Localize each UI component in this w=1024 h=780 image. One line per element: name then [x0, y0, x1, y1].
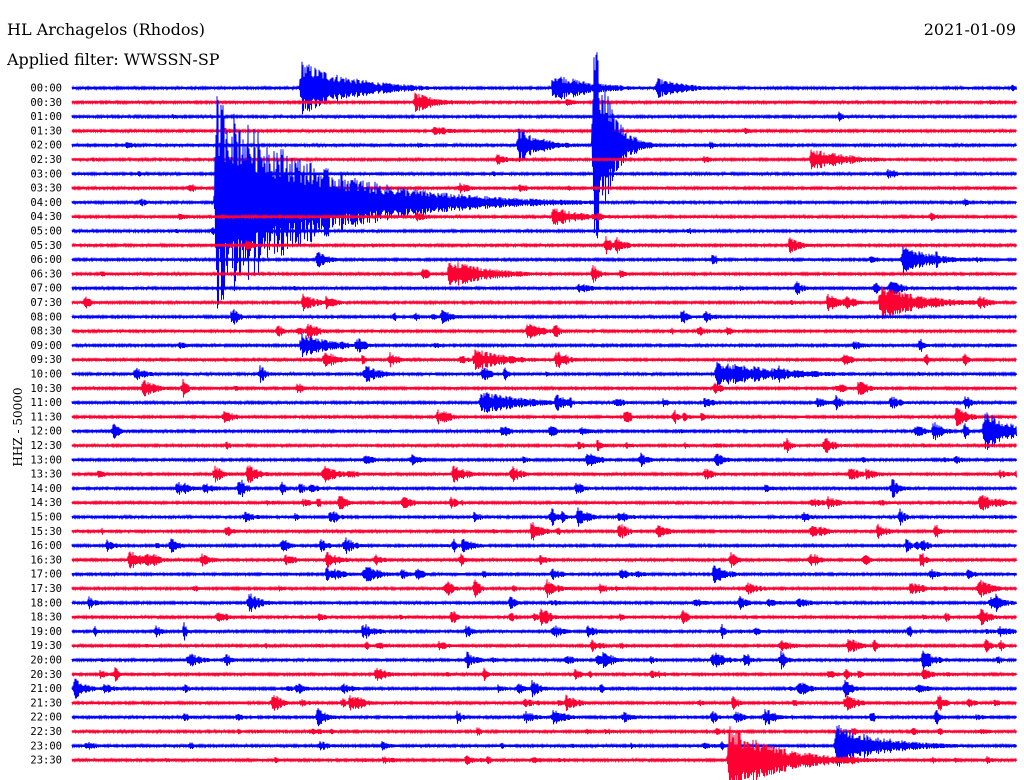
time-label: 06:30	[30, 268, 62, 280]
time-label: 10:00	[30, 369, 62, 381]
time-label: 11:30	[30, 411, 62, 423]
time-label: 02:30	[30, 154, 62, 166]
time-label: 03:30	[30, 183, 62, 195]
time-label: 22:30	[30, 726, 62, 738]
trace-1100	[71, 392, 1017, 413]
time-label: 10:30	[30, 383, 62, 395]
time-label: 04:30	[30, 211, 62, 223]
time-label: 13:30	[30, 469, 62, 481]
time-label: 20:00	[30, 655, 62, 667]
time-label: 23:00	[30, 740, 62, 752]
trace-1200	[71, 412, 1017, 450]
trace-1530	[71, 522, 1017, 541]
time-label: 07:30	[30, 297, 62, 309]
time-label: 00:00	[30, 83, 62, 95]
time-label: 17:00	[30, 569, 62, 581]
time-label: 11:00	[30, 397, 62, 409]
time-label: 19:00	[30, 626, 62, 638]
time-label: 12:30	[30, 440, 62, 452]
time-label: 00:30	[30, 97, 62, 109]
time-label: 18:00	[30, 597, 62, 609]
time-label: 22:00	[30, 712, 62, 724]
date-label: 2021-01-09	[923, 20, 1016, 39]
time-label: 15:00	[30, 512, 62, 524]
time-label: 08:30	[30, 326, 62, 338]
time-label: 09:00	[30, 340, 62, 352]
time-label: 04:00	[30, 197, 62, 209]
time-label: 07:00	[30, 283, 62, 295]
trace-2330	[71, 726, 1017, 780]
time-label: 12:00	[30, 426, 62, 438]
time-label: 01:30	[30, 125, 62, 137]
time-label: 17:30	[30, 583, 62, 595]
time-label: 06:00	[30, 254, 62, 266]
time-label: 15:30	[30, 526, 62, 538]
station-title: HL Archagelos (Rhodos)	[7, 20, 205, 39]
time-label: 14:00	[30, 483, 62, 495]
time-label: 23:30	[30, 755, 62, 767]
trace-1330	[71, 465, 1017, 483]
time-label: 16:00	[30, 540, 62, 552]
time-label: 02:00	[30, 140, 62, 152]
time-label: 18:30	[30, 612, 62, 624]
time-label: 19:30	[30, 640, 62, 652]
time-label: 05:00	[30, 226, 62, 238]
filter-label: Applied filter: WWSSN-SP	[7, 50, 220, 69]
time-label: 08:00	[30, 311, 62, 323]
time-label: 16:30	[30, 554, 62, 566]
time-label: 20:30	[30, 669, 62, 681]
time-label: 14:30	[30, 497, 62, 509]
time-label: 05:30	[30, 240, 62, 252]
time-label: 21:00	[30, 683, 62, 695]
time-label: 09:30	[30, 354, 62, 366]
time-label: 01:00	[30, 111, 62, 123]
time-label: 13:00	[30, 454, 62, 466]
time-label: 03:00	[30, 168, 62, 180]
time-label: 21:30	[30, 697, 62, 709]
